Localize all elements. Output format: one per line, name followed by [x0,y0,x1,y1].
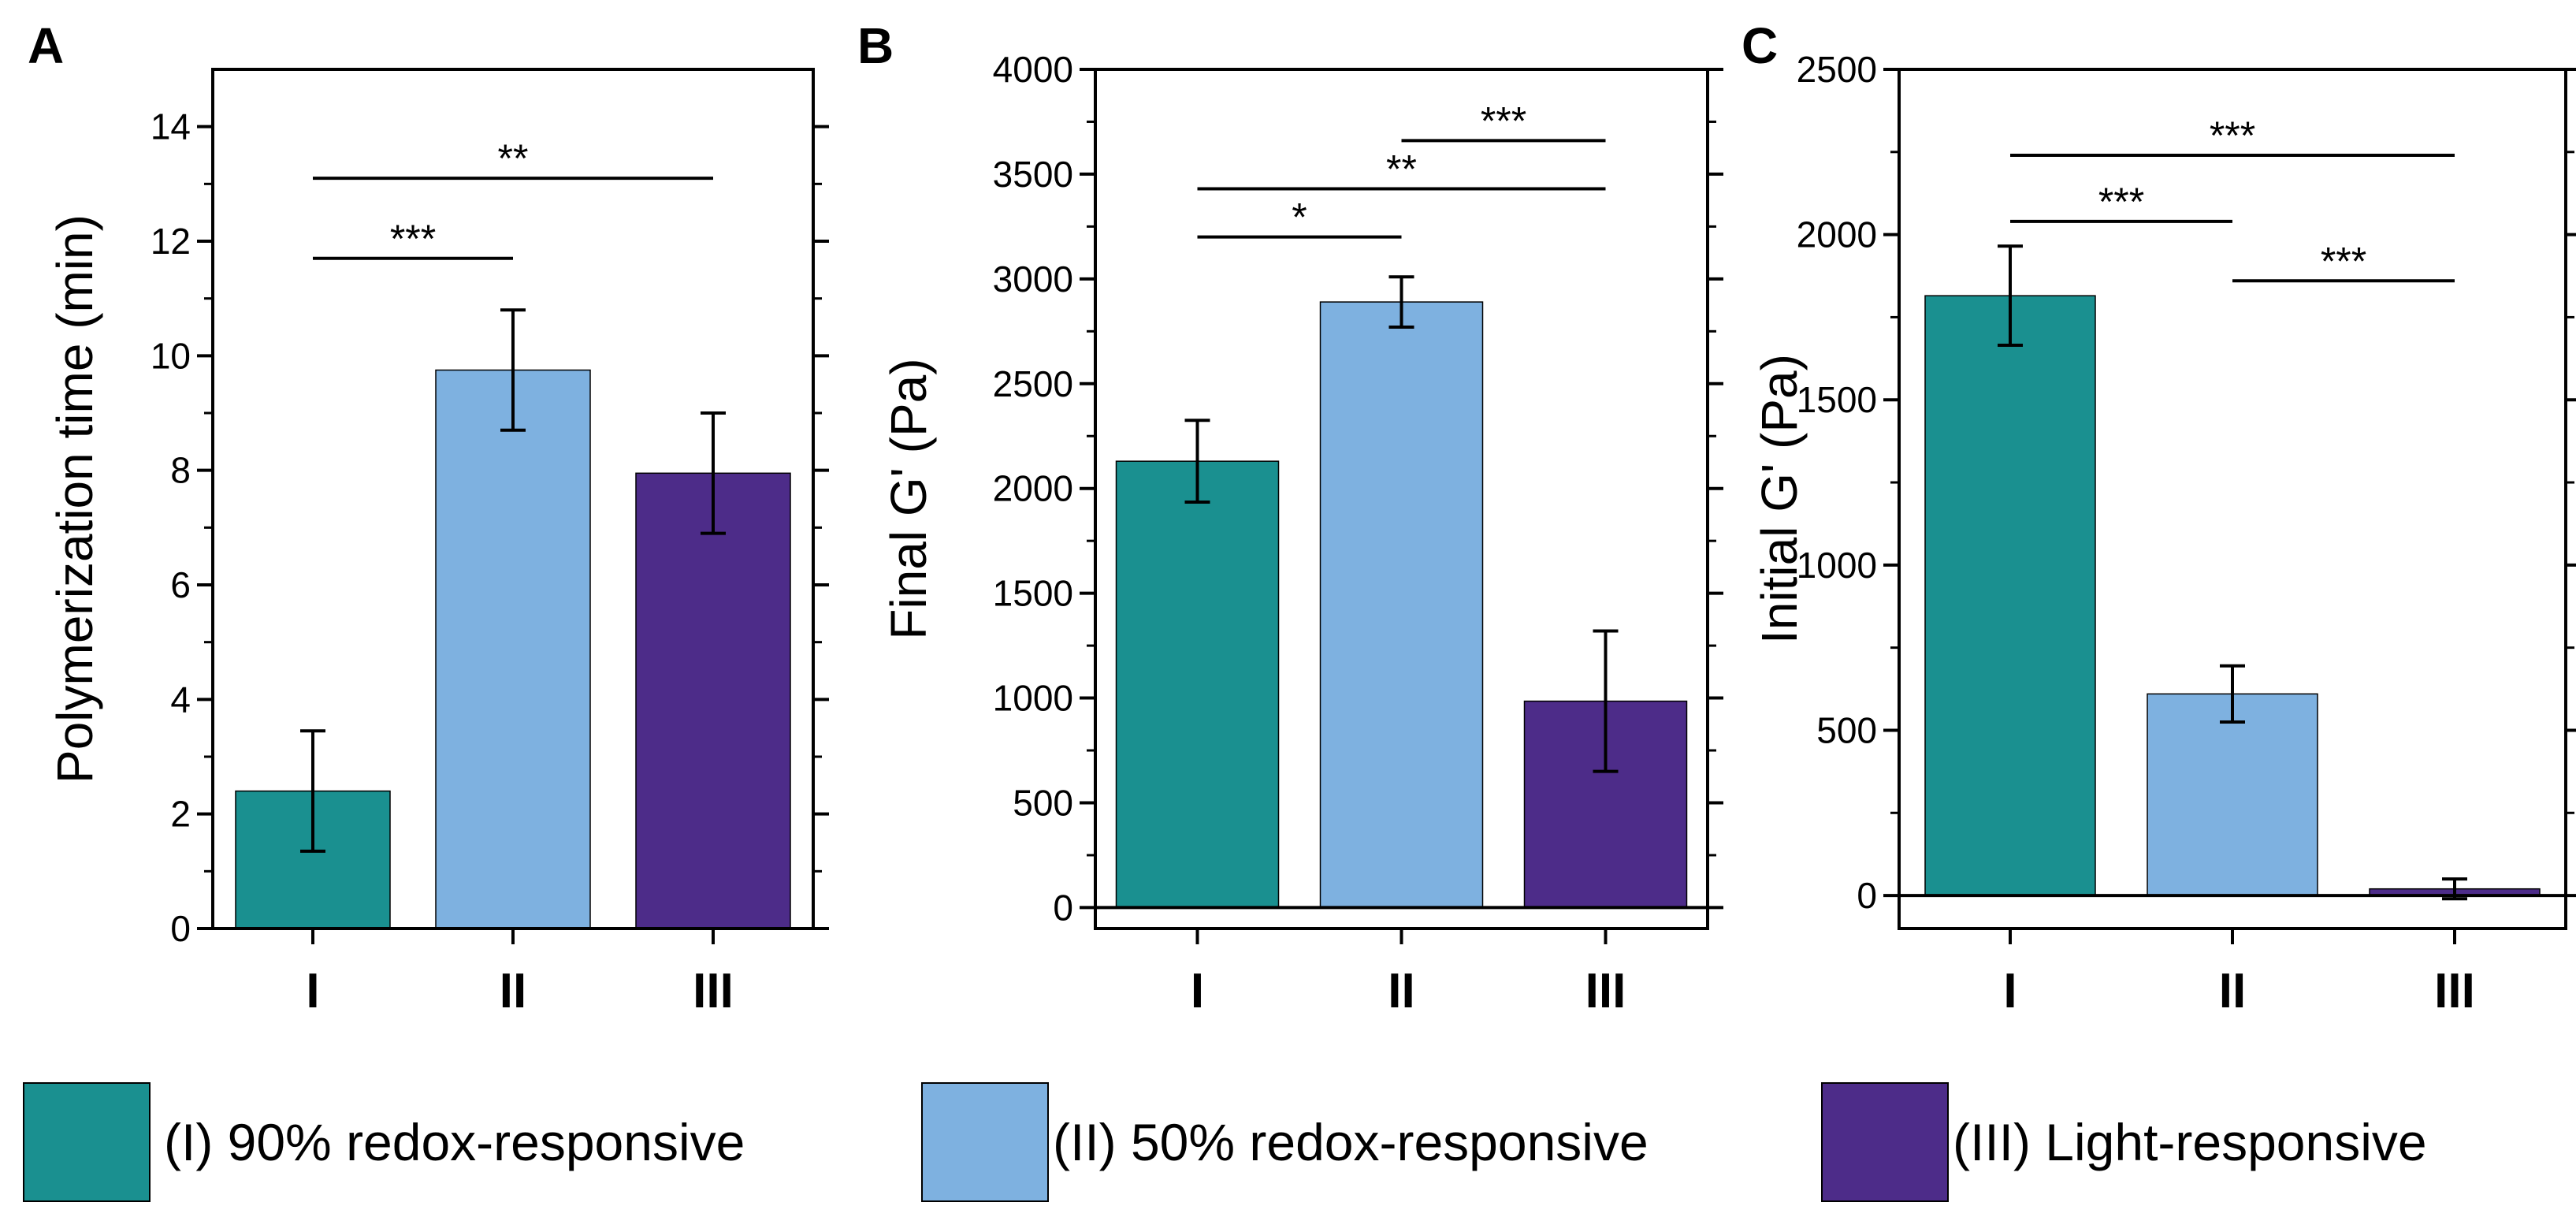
y-tick-label: 3500 [993,154,1073,195]
legend-label: (I) 90% redox-responsive [164,1113,745,1171]
y-tick-label: 6 [170,564,191,605]
bar-ii [2147,693,2318,896]
legend-swatch [23,1082,151,1202]
y-axis-title: Final G' (Pa) [880,358,937,639]
legend-item-3: (III) Light-responsive [1821,1082,2427,1202]
error-bar-iii [1593,629,1619,773]
y-tick-label: 1000 [1797,545,1877,586]
significance-label: ** [498,136,529,181]
error-bar-i [300,729,325,853]
error-bar-i [1998,244,2023,348]
error-bar-iii [701,411,726,535]
error-bar-i [1184,419,1210,504]
y-tick-label: 0 [1857,875,1877,916]
y-tick-label: 2000 [1797,214,1877,255]
x-tick-label-i: I [2003,964,2017,1018]
bar-ii [435,369,591,929]
error-bar-ii [1388,275,1414,329]
significance-label: *** [2210,114,2255,158]
y-tick-label: 0 [1053,887,1073,928]
y-tick-label: 2 [170,794,191,835]
significance-label: *** [2321,239,2366,283]
legend-item-1: (I) 90% redox-responsive [23,1082,745,1202]
y-tick-label: 10 [151,335,191,376]
y-axis-title: Polymerization time (min) [46,214,103,783]
significance-label: ** [1386,147,1417,192]
y-tick-label: 8 [170,450,191,491]
y-tick-label: 4000 [993,49,1073,90]
panel-letter: C [1741,17,1778,74]
y-tick-label: 14 [151,106,191,147]
error-bar-ii [500,308,526,432]
y-tick-label: 2000 [993,468,1073,509]
x-tick-label-ii: II [2219,964,2246,1018]
y-tick-label: 500 [1013,782,1073,823]
y-axis-title: Initial G' (Pa) [1751,354,1808,644]
legend: (I) 90% redox-responsive (II) 50% redox-r… [23,1082,2427,1202]
x-tick-label-iii: III [693,964,734,1018]
panel-letter: B [857,17,894,74]
y-tick-label: 1000 [993,678,1073,719]
significance-label: * [1292,195,1307,240]
x-tick-label-ii: II [500,964,526,1018]
significance-label: *** [1481,99,1526,143]
y-tick-label: 500 [1816,709,1877,750]
significance-label: *** [390,217,436,261]
x-tick-label-iii: III [1585,964,1626,1018]
legend-label: (III) Light-responsive [1953,1113,2427,1171]
x-tick-label-ii: II [1388,964,1414,1018]
y-tick-label: 2500 [993,363,1073,404]
x-tick-label-iii: III [2434,964,2475,1018]
error-bar-ii [2220,664,2245,724]
y-tick-label: 12 [151,221,191,262]
legend-label: (II) 50% redox-responsive [1053,1113,1649,1171]
x-tick-label-i: I [306,964,319,1018]
significance-label: *** [2098,180,2144,224]
legend-item-2: (II) 50% redox-responsive [921,1082,1649,1202]
bar-iii [635,472,791,929]
legend-swatch [1821,1082,1949,1202]
y-tick-label: 1500 [1797,379,1877,420]
bar-i [1115,460,1280,909]
x-tick-label-i: I [1191,964,1204,1018]
bar-i [1924,295,2096,896]
bar-ii [1319,301,1484,909]
y-tick-label: 4 [170,679,191,720]
y-tick-label: 2500 [1797,49,1877,90]
panel-letter: A [28,17,64,74]
y-tick-label: 0 [170,908,191,949]
y-tick-label: 3000 [993,259,1073,300]
legend-swatch [921,1082,1049,1202]
y-tick-label: 1500 [993,573,1073,614]
